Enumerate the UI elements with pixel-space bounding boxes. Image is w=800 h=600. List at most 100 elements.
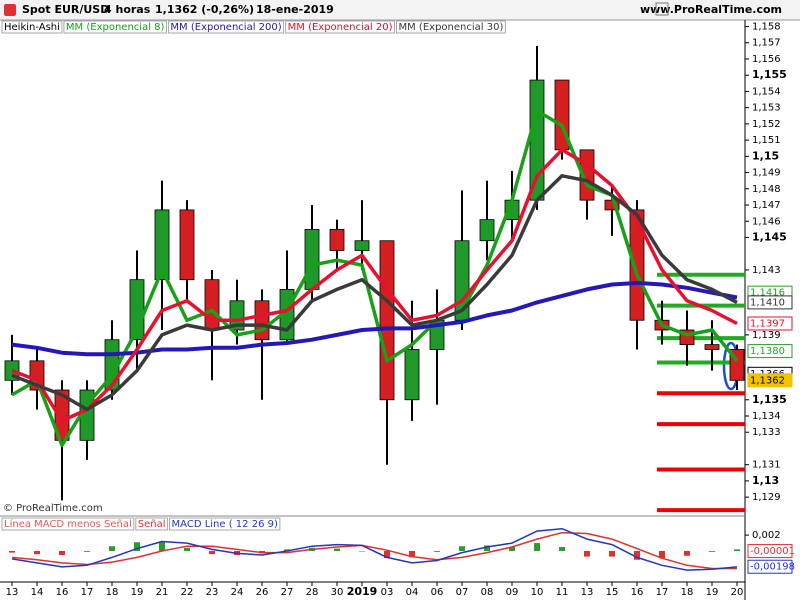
site: www.ProRealTime.com bbox=[640, 3, 782, 16]
price-marker-label: -0,00198 bbox=[750, 562, 795, 573]
last-price: 1,1362 (-0,26%) bbox=[155, 3, 254, 16]
x-tick-label: 11 bbox=[556, 587, 569, 598]
legend-box bbox=[1, 517, 135, 531]
histogram-bar bbox=[409, 551, 415, 558]
candle-body bbox=[529, 79, 545, 201]
histogram-bar bbox=[384, 551, 390, 559]
y-tick-label: 1,154 bbox=[752, 86, 781, 97]
x-tick-label: 20 bbox=[731, 587, 744, 598]
histogram-bar bbox=[709, 551, 715, 552]
histogram-bar bbox=[159, 541, 165, 551]
histogram-bar bbox=[484, 545, 490, 551]
x-tick-label: 08 bbox=[481, 587, 494, 598]
y-tick-label: 1,152 bbox=[752, 119, 781, 130]
x-tick-label: 13 bbox=[581, 587, 594, 598]
window-button[interactable] bbox=[655, 2, 669, 16]
price-marker-label: 1,1410 bbox=[750, 297, 785, 308]
legend-entry: MM (Exponencial 200) bbox=[170, 22, 281, 33]
histogram-bar bbox=[209, 551, 215, 555]
histogram-bar bbox=[34, 551, 40, 555]
x-tick-label: 09 bbox=[506, 587, 519, 598]
x-tick-label: 16 bbox=[631, 587, 644, 598]
legend-box bbox=[135, 517, 169, 531]
macd-panel: 0,002 -0,00001 -0,00198 Línea MACD menos Se… bbox=[1, 517, 795, 574]
header-bar bbox=[0, 0, 800, 20]
x-tick-label: 13 bbox=[6, 587, 19, 598]
histogram-bar bbox=[684, 551, 690, 556]
candle-body bbox=[154, 209, 170, 281]
histogram-bar bbox=[609, 551, 615, 557]
y-tick-label: 1,151 bbox=[752, 135, 781, 146]
legend-box bbox=[1, 20, 63, 34]
ema-line bbox=[11, 109, 739, 447]
y-tick-label: 1,156 bbox=[752, 54, 781, 65]
candle-body bbox=[204, 279, 220, 331]
histogram-bar bbox=[284, 549, 290, 551]
histogram-bar bbox=[584, 551, 590, 557]
y-tick-label: 1,15 bbox=[752, 149, 779, 162]
instrument: Spot EUR/USD bbox=[22, 3, 109, 16]
price-marker-box bbox=[747, 559, 793, 574]
x-tick-label: 26 bbox=[256, 587, 269, 598]
x-tick-label: 22 bbox=[181, 587, 194, 598]
y-tick-label: 1,133 bbox=[752, 427, 781, 438]
legend-entry: MACD Line ( 12 26 9) bbox=[172, 519, 278, 530]
legend-entry: Heikin-Ashi bbox=[4, 22, 60, 33]
candle-body bbox=[229, 300, 245, 331]
macd-line bbox=[11, 527, 738, 571]
price-marker-box bbox=[747, 316, 793, 331]
legend-box bbox=[167, 20, 285, 34]
x-tick-label: 27 bbox=[281, 587, 294, 598]
x-tick-label: 18 bbox=[106, 587, 119, 598]
x-tick-label: 18 bbox=[681, 587, 694, 598]
y-tick-label: 1,158 bbox=[752, 22, 781, 33]
legend-entry: Señal bbox=[138, 519, 166, 530]
x-tick-label: 2019 bbox=[347, 585, 378, 598]
x-tick-label: 14 bbox=[31, 587, 44, 598]
y-tick-label: 1,146 bbox=[752, 216, 781, 227]
price-marker-box bbox=[747, 373, 793, 388]
candle-body bbox=[254, 300, 270, 341]
price-marker-label: 1,1397 bbox=[750, 318, 785, 329]
y-tick-label: 1,148 bbox=[752, 184, 781, 195]
x-tick-label: 24 bbox=[231, 587, 244, 598]
legend-box bbox=[396, 20, 506, 34]
candle-body bbox=[179, 209, 195, 281]
x-tick-label: 19 bbox=[706, 587, 719, 598]
legend-box bbox=[285, 20, 395, 34]
x-tick-label: 19 bbox=[131, 587, 144, 598]
histogram-bar bbox=[509, 547, 515, 551]
candle-body bbox=[354, 240, 370, 251]
y-tick-label: 1,147 bbox=[752, 200, 781, 211]
date: 18-ene-2019 bbox=[256, 3, 334, 16]
candle-body bbox=[404, 349, 420, 401]
y-tick-label: 1,145 bbox=[752, 230, 787, 243]
timeframe: 4 horas bbox=[104, 3, 151, 16]
x-tick-label: 03 bbox=[381, 587, 394, 598]
watermark: © ProRealTime.com bbox=[3, 503, 103, 514]
histogram-bar bbox=[534, 543, 540, 551]
histogram-bar bbox=[134, 542, 140, 551]
x-tick-label: 17 bbox=[81, 587, 94, 598]
price-marker-box bbox=[747, 295, 793, 310]
y-tick-label: 0,002 bbox=[752, 530, 781, 541]
main-panel: 1,1581,1571,1561,1551,1541,1531,1521,151… bbox=[1, 20, 793, 598]
histogram-bar bbox=[634, 551, 640, 560]
histogram-bar bbox=[59, 551, 65, 555]
legend-box bbox=[63, 20, 167, 34]
histogram-bar bbox=[84, 551, 90, 552]
y-tick-label: 1,155 bbox=[752, 68, 787, 81]
ema-line bbox=[11, 174, 738, 412]
histogram-bar bbox=[659, 551, 665, 559]
x-tick-label: 10 bbox=[531, 587, 544, 598]
histogram-bar bbox=[9, 551, 15, 553]
price-marker-label: 1,1380 bbox=[750, 346, 785, 357]
candle-body bbox=[304, 228, 320, 290]
x-tick-label: 28 bbox=[306, 587, 319, 598]
histogram-bar bbox=[734, 549, 740, 551]
histogram-bar bbox=[184, 547, 190, 551]
candle-body bbox=[479, 219, 495, 242]
y-tick-label: 1,153 bbox=[752, 103, 781, 114]
